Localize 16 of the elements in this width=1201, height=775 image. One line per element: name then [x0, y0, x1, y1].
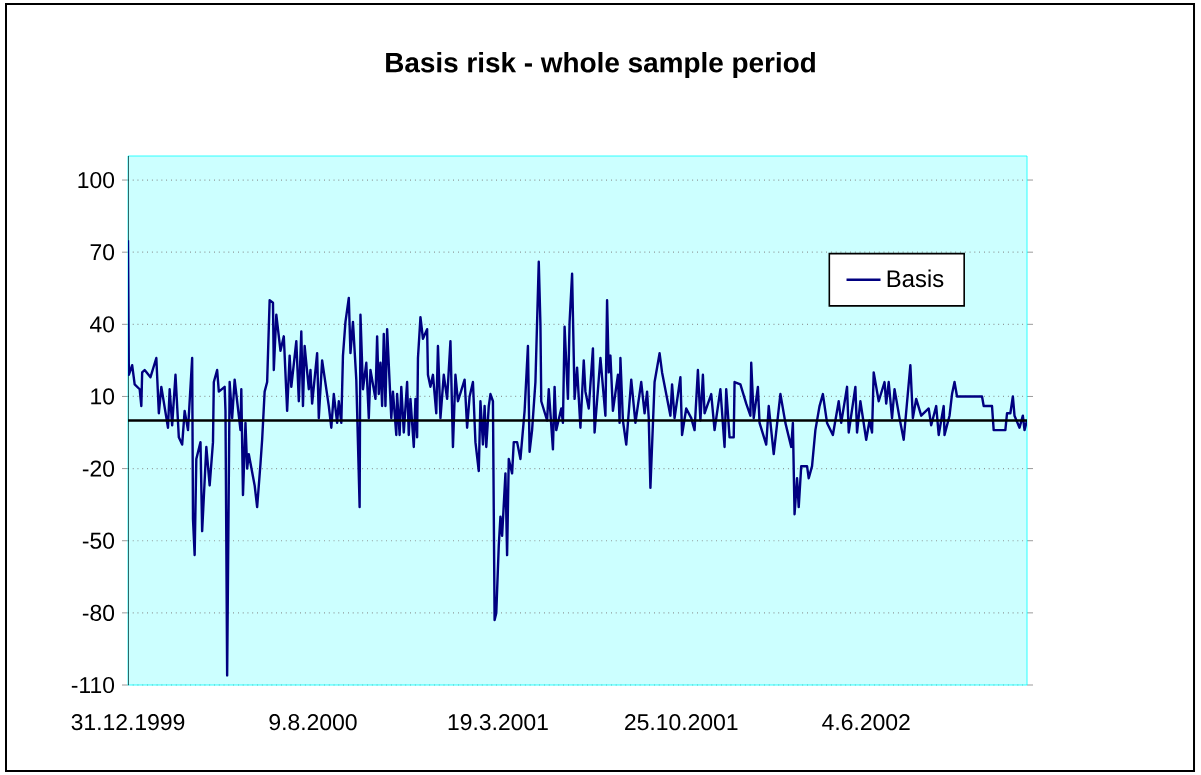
x-tick-label: 31.12.1999 — [71, 714, 185, 731]
x-tick-label: 25.10.2001 — [625, 714, 738, 731]
y-tick-label: -50 — [82, 532, 115, 549]
y-tick-label: -20 — [82, 460, 115, 477]
y-tick-label: 10 — [91, 388, 115, 405]
x-tick-label: 19.3.2001 — [448, 714, 548, 731]
y-tick-label: 40 — [90, 316, 115, 333]
y-tick-label: 70 — [90, 244, 115, 261]
chart-title: Basis risk - whole sample period — [386, 51, 815, 78]
y-tick-label: -80 — [82, 604, 115, 621]
y-tick-label: -110 — [71, 676, 115, 694]
x-tick-label: 9.8.2000 — [269, 714, 357, 731]
x-tick-label: 4.6.2002 — [822, 714, 910, 731]
line-series — [128, 238, 1028, 677]
y-tick-label: 100 — [78, 171, 115, 189]
legend-label: Basis — [887, 269, 944, 288]
